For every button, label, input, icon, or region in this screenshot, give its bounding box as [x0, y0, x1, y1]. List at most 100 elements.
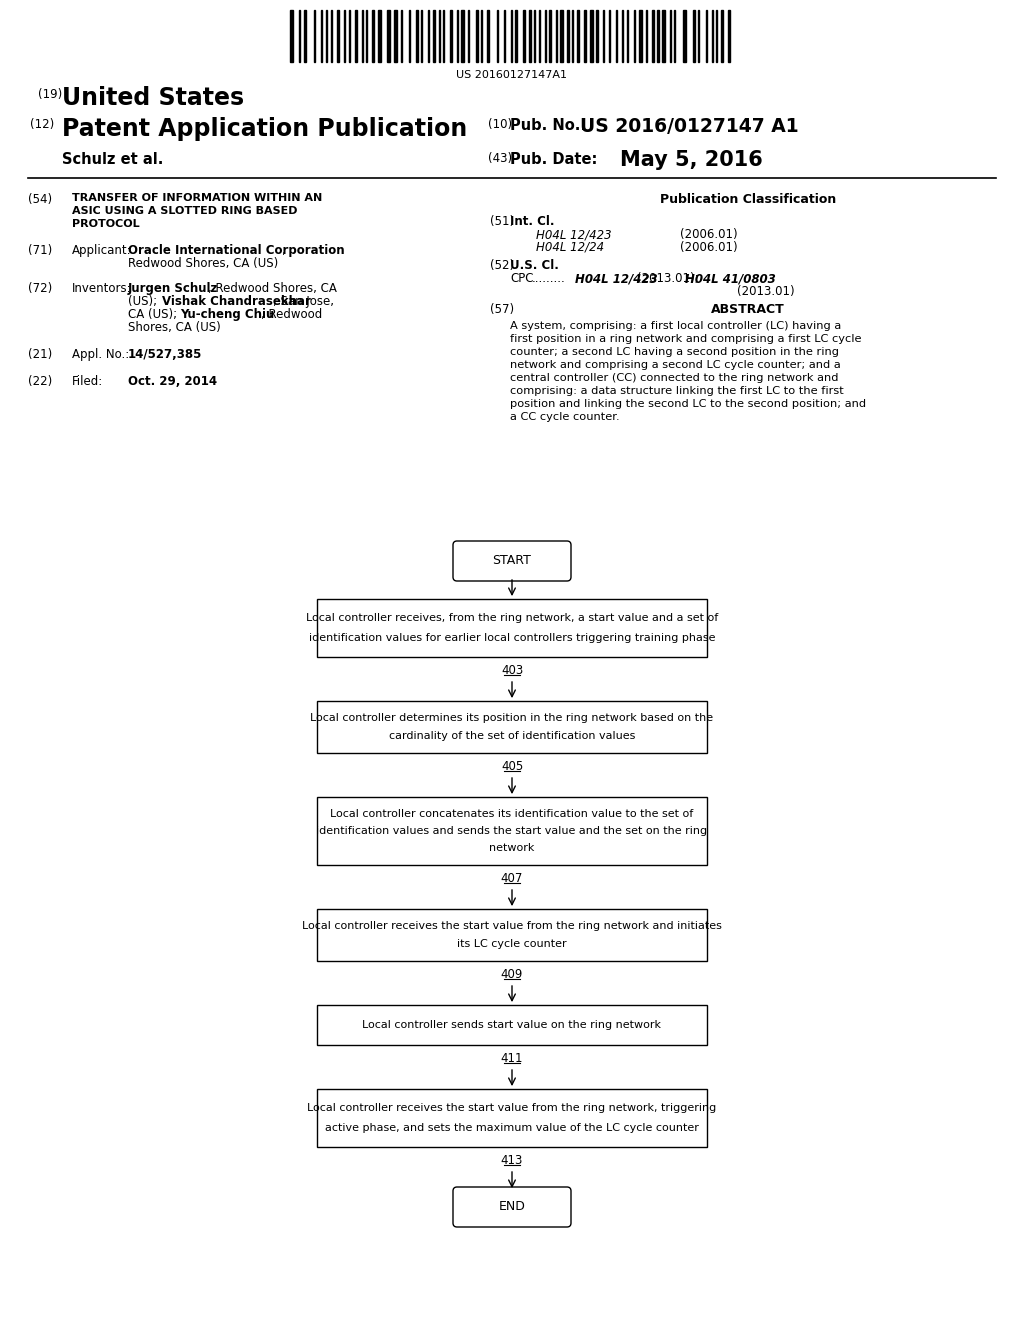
Text: position and linking the second LC to the second position; and: position and linking the second LC to th… — [510, 399, 866, 409]
Bar — [577, 11, 579, 62]
Text: US 2016/0127147 A1: US 2016/0127147 A1 — [580, 117, 799, 136]
Text: CA (US);: CA (US); — [128, 308, 181, 321]
Bar — [487, 11, 489, 62]
Text: network: network — [489, 843, 535, 853]
Bar — [662, 11, 665, 62]
Text: Applicant:: Applicant: — [72, 244, 132, 257]
Text: (12): (12) — [30, 117, 54, 131]
Text: H04L 12/24: H04L 12/24 — [536, 242, 604, 253]
Bar — [590, 11, 593, 62]
Text: (US);: (US); — [128, 294, 161, 308]
Text: Local controller receives, from the ring network, a start value and a set of: Local controller receives, from the ring… — [306, 614, 718, 623]
Text: Local controller sends start value on the ring network: Local controller sends start value on th… — [362, 1020, 662, 1030]
Bar — [394, 11, 397, 62]
Text: Pub. No.:: Pub. No.: — [510, 117, 587, 133]
Text: 403: 403 — [501, 664, 523, 677]
Text: CPC: CPC — [510, 272, 534, 285]
Text: Yu-cheng Chiu: Yu-cheng Chiu — [180, 308, 274, 321]
Bar — [387, 11, 390, 62]
Text: (10): (10) — [488, 117, 512, 131]
Text: (22): (22) — [28, 375, 52, 388]
Text: identification values for earlier local controllers triggering training phase: identification values for earlier local … — [309, 632, 715, 643]
Text: , Redwood: , Redwood — [261, 308, 323, 321]
Text: counter; a second LC having a second position in the ring: counter; a second LC having a second pos… — [510, 347, 839, 356]
Text: (57): (57) — [490, 304, 514, 315]
Bar — [372, 11, 374, 62]
Text: , Redwood Shores, CA: , Redwood Shores, CA — [208, 282, 337, 294]
Bar — [317, 909, 707, 961]
Text: H04L 12/423: H04L 12/423 — [575, 272, 657, 285]
Text: Appl. No.:: Appl. No.: — [72, 348, 129, 360]
Bar — [355, 11, 357, 62]
Text: a CC cycle counter.: a CC cycle counter. — [510, 412, 620, 422]
Text: Patent Application Publication: Patent Application Publication — [62, 117, 467, 141]
Bar — [652, 11, 654, 62]
Bar — [523, 11, 525, 62]
Bar — [433, 11, 435, 62]
Text: its LC cycle counter: its LC cycle counter — [457, 939, 567, 949]
Text: 409: 409 — [501, 968, 523, 981]
Text: (71): (71) — [28, 244, 52, 257]
Bar — [378, 11, 381, 62]
Text: network and comprising a second LC cycle counter; and a: network and comprising a second LC cycle… — [510, 360, 841, 370]
Text: Int. Cl.: Int. Cl. — [510, 215, 555, 228]
Bar — [416, 11, 418, 62]
Text: 407: 407 — [501, 873, 523, 884]
Bar — [693, 11, 695, 62]
Text: US 20160127147A1: US 20160127147A1 — [457, 70, 567, 81]
Text: (2013.01): (2013.01) — [737, 285, 795, 298]
Text: active phase, and sets the maximum value of the LC cycle counter: active phase, and sets the maximum value… — [325, 1123, 699, 1133]
Text: (2013.01);: (2013.01); — [637, 272, 698, 285]
Text: H04L 41/0803: H04L 41/0803 — [685, 272, 776, 285]
Bar — [728, 11, 730, 62]
Text: (19): (19) — [38, 88, 62, 102]
Text: Oracle International Corporation: Oracle International Corporation — [128, 244, 345, 257]
Text: Jurgen Schulz: Jurgen Schulz — [128, 282, 218, 294]
Text: first position in a ring network and comprising a first LC cycle: first position in a ring network and com… — [510, 334, 861, 345]
Text: TRANSFER OF INFORMATION WITHIN AN: TRANSFER OF INFORMATION WITHIN AN — [72, 193, 323, 203]
Text: ASIC USING A SLOTTED RING BASED: ASIC USING A SLOTTED RING BASED — [72, 206, 298, 216]
Text: ABSTRACT: ABSTRACT — [711, 304, 784, 315]
Text: cardinality of the set of identification values: cardinality of the set of identification… — [389, 731, 635, 741]
Bar — [549, 11, 551, 62]
Text: identification values and sends the start value and the set on the ring: identification values and sends the star… — [316, 826, 708, 836]
Text: 405: 405 — [501, 760, 523, 774]
Bar — [461, 11, 464, 62]
Bar — [639, 11, 642, 62]
Text: ,: , — [281, 244, 285, 257]
Bar — [476, 11, 478, 62]
Text: Oct. 29, 2014: Oct. 29, 2014 — [128, 375, 217, 388]
Text: .........: ......... — [532, 272, 565, 285]
Text: (21): (21) — [28, 348, 52, 360]
FancyBboxPatch shape — [453, 541, 571, 581]
Text: (52): (52) — [490, 259, 514, 272]
Text: (51): (51) — [490, 215, 514, 228]
Text: (2006.01): (2006.01) — [680, 242, 737, 253]
Bar — [317, 701, 707, 752]
Text: (72): (72) — [28, 282, 52, 294]
Text: Vishak Chandrasekhar: Vishak Chandrasekhar — [162, 294, 311, 308]
Text: 411: 411 — [501, 1052, 523, 1065]
Bar — [683, 11, 686, 62]
FancyBboxPatch shape — [453, 1187, 571, 1228]
Text: central controller (CC) connected to the ring network and: central controller (CC) connected to the… — [510, 374, 839, 383]
Bar — [529, 11, 531, 62]
Bar — [560, 11, 563, 62]
Text: United States: United States — [62, 86, 244, 110]
Bar — [450, 11, 452, 62]
Text: START: START — [493, 554, 531, 568]
Text: Redwood Shores, CA (US): Redwood Shores, CA (US) — [128, 257, 279, 271]
Text: (2006.01): (2006.01) — [680, 228, 737, 242]
Text: Schulz et al.: Schulz et al. — [62, 152, 164, 168]
Text: (54): (54) — [28, 193, 52, 206]
Bar — [317, 797, 707, 865]
Text: Local controller receives the start value from the ring network, triggering: Local controller receives the start valu… — [307, 1104, 717, 1113]
Text: Shores, CA (US): Shores, CA (US) — [128, 321, 221, 334]
Bar — [317, 1089, 707, 1147]
Text: Filed:: Filed: — [72, 375, 103, 388]
Bar — [304, 11, 306, 62]
Bar — [657, 11, 659, 62]
Bar — [721, 11, 723, 62]
Text: Local controller determines its position in the ring network based on the: Local controller determines its position… — [310, 713, 714, 723]
Text: May 5, 2016: May 5, 2016 — [620, 150, 763, 170]
